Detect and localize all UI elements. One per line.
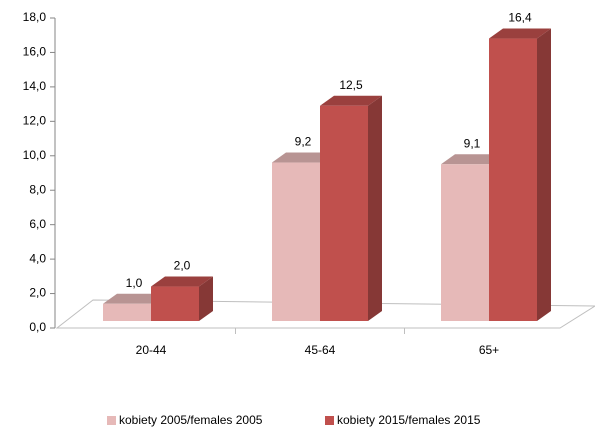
bar-top [151, 276, 213, 287]
y-tick-label: 16,0 [23, 45, 47, 59]
value-label: 9,1 [464, 136, 481, 150]
legend-swatch [107, 416, 116, 425]
bar-side [368, 95, 382, 321]
bar-top [441, 154, 503, 165]
bar-top [272, 152, 334, 163]
y-tick-label: 14,0 [23, 79, 47, 93]
bar [151, 286, 199, 321]
bar [103, 303, 151, 321]
bar [489, 38, 537, 322]
y-tick-label: 0,0 [29, 320, 46, 334]
legend-label: kobiety 2015/females 2015 [337, 413, 481, 427]
x-tick-label: 20-44 [136, 343, 167, 357]
legend-label: kobiety 2005/females 2005 [119, 413, 263, 427]
bar-side [199, 276, 213, 321]
bar-top [320, 95, 382, 106]
y-tick-label: 4,0 [29, 251, 46, 265]
value-label: 9,2 [295, 135, 312, 149]
floor [55, 299, 595, 329]
bar [272, 162, 320, 321]
y-tick-label: 8,0 [29, 182, 46, 196]
value-label: 1,0 [126, 276, 143, 290]
bar [441, 164, 489, 321]
y-tick-label: 2,0 [29, 286, 46, 300]
bar-side [537, 28, 551, 322]
x-tick-label: 45-64 [305, 343, 336, 357]
y-tick-label: 10,0 [23, 148, 47, 162]
legend-swatch [325, 416, 334, 425]
value-label: 2,0 [174, 259, 191, 273]
x-tick-label: 65+ [479, 343, 499, 357]
bar [320, 105, 368, 321]
y-tick-label: 12,0 [23, 114, 47, 128]
y-tick-label: 18,0 [23, 10, 47, 24]
value-label: 16,4 [508, 11, 532, 25]
y-tick-label: 6,0 [29, 217, 46, 231]
value-label: 12,5 [339, 78, 363, 92]
bar-top [103, 293, 165, 304]
bar-top [489, 28, 551, 39]
